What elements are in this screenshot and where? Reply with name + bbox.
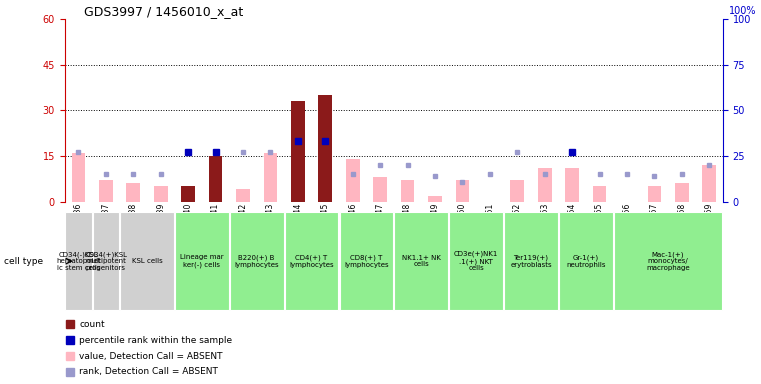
Text: CD34(+)KSL
multipotent
progenitors: CD34(+)KSL multipotent progenitors <box>84 251 127 271</box>
Text: CD4(+) T
lymphocytes: CD4(+) T lymphocytes <box>289 255 334 268</box>
Bar <box>428 195 442 202</box>
Bar <box>504 212 558 310</box>
Text: value, Detection Call = ABSENT: value, Detection Call = ABSENT <box>79 352 223 361</box>
Bar <box>126 184 140 202</box>
Text: CD3e(+)NK1
.1(+) NKT
cells: CD3e(+)NK1 .1(+) NKT cells <box>454 251 498 271</box>
Text: 100%: 100% <box>728 7 756 17</box>
Bar <box>285 212 339 310</box>
Text: Mac-1(+)
monocytes/
macrophage: Mac-1(+) monocytes/ macrophage <box>646 251 690 271</box>
Text: Ter119(+)
erytroblasts: Ter119(+) erytroblasts <box>510 255 552 268</box>
Text: cell type: cell type <box>4 257 43 266</box>
Text: CD34(-)KSL
hematopoiet
ic stem cells: CD34(-)KSL hematopoiet ic stem cells <box>56 251 100 271</box>
Bar <box>72 153 85 202</box>
Bar <box>99 180 113 202</box>
Bar <box>263 153 277 202</box>
Text: rank, Detection Call = ABSENT: rank, Detection Call = ABSENT <box>79 367 218 376</box>
Text: B220(+) B
lymphocytes: B220(+) B lymphocytes <box>234 255 279 268</box>
Text: percentile rank within the sample: percentile rank within the sample <box>79 336 232 345</box>
Text: KSL cells: KSL cells <box>132 258 162 264</box>
Bar <box>538 168 552 202</box>
Bar <box>120 212 174 310</box>
Bar <box>236 189 250 202</box>
Bar <box>175 212 229 310</box>
Text: GDS3997 / 1456010_x_at: GDS3997 / 1456010_x_at <box>84 5 244 18</box>
Bar <box>154 186 167 202</box>
Text: NK1.1+ NK
cells: NK1.1+ NK cells <box>402 255 441 268</box>
Text: Lineage mar
ker(-) cells: Lineage mar ker(-) cells <box>180 255 224 268</box>
Bar <box>230 212 284 310</box>
Bar <box>456 180 470 202</box>
Bar <box>511 180 524 202</box>
Bar <box>209 156 222 202</box>
Bar <box>565 168 579 202</box>
Text: CD8(+) T
lymphocytes: CD8(+) T lymphocytes <box>344 255 389 268</box>
Text: Gr-1(+)
neutrophils: Gr-1(+) neutrophils <box>566 255 606 268</box>
Bar <box>339 212 393 310</box>
Text: count: count <box>79 320 105 329</box>
Bar <box>449 212 503 310</box>
Bar <box>181 186 195 202</box>
Bar <box>65 212 91 310</box>
Bar <box>291 101 304 202</box>
Bar <box>559 212 613 310</box>
Bar <box>373 177 387 202</box>
Bar <box>345 159 359 202</box>
Bar <box>593 186 607 202</box>
Bar <box>675 184 689 202</box>
Bar <box>318 95 332 202</box>
Bar <box>614 212 722 310</box>
Bar <box>93 212 119 310</box>
Bar <box>394 212 448 310</box>
Bar <box>401 180 415 202</box>
Bar <box>648 186 661 202</box>
Bar <box>702 165 716 202</box>
